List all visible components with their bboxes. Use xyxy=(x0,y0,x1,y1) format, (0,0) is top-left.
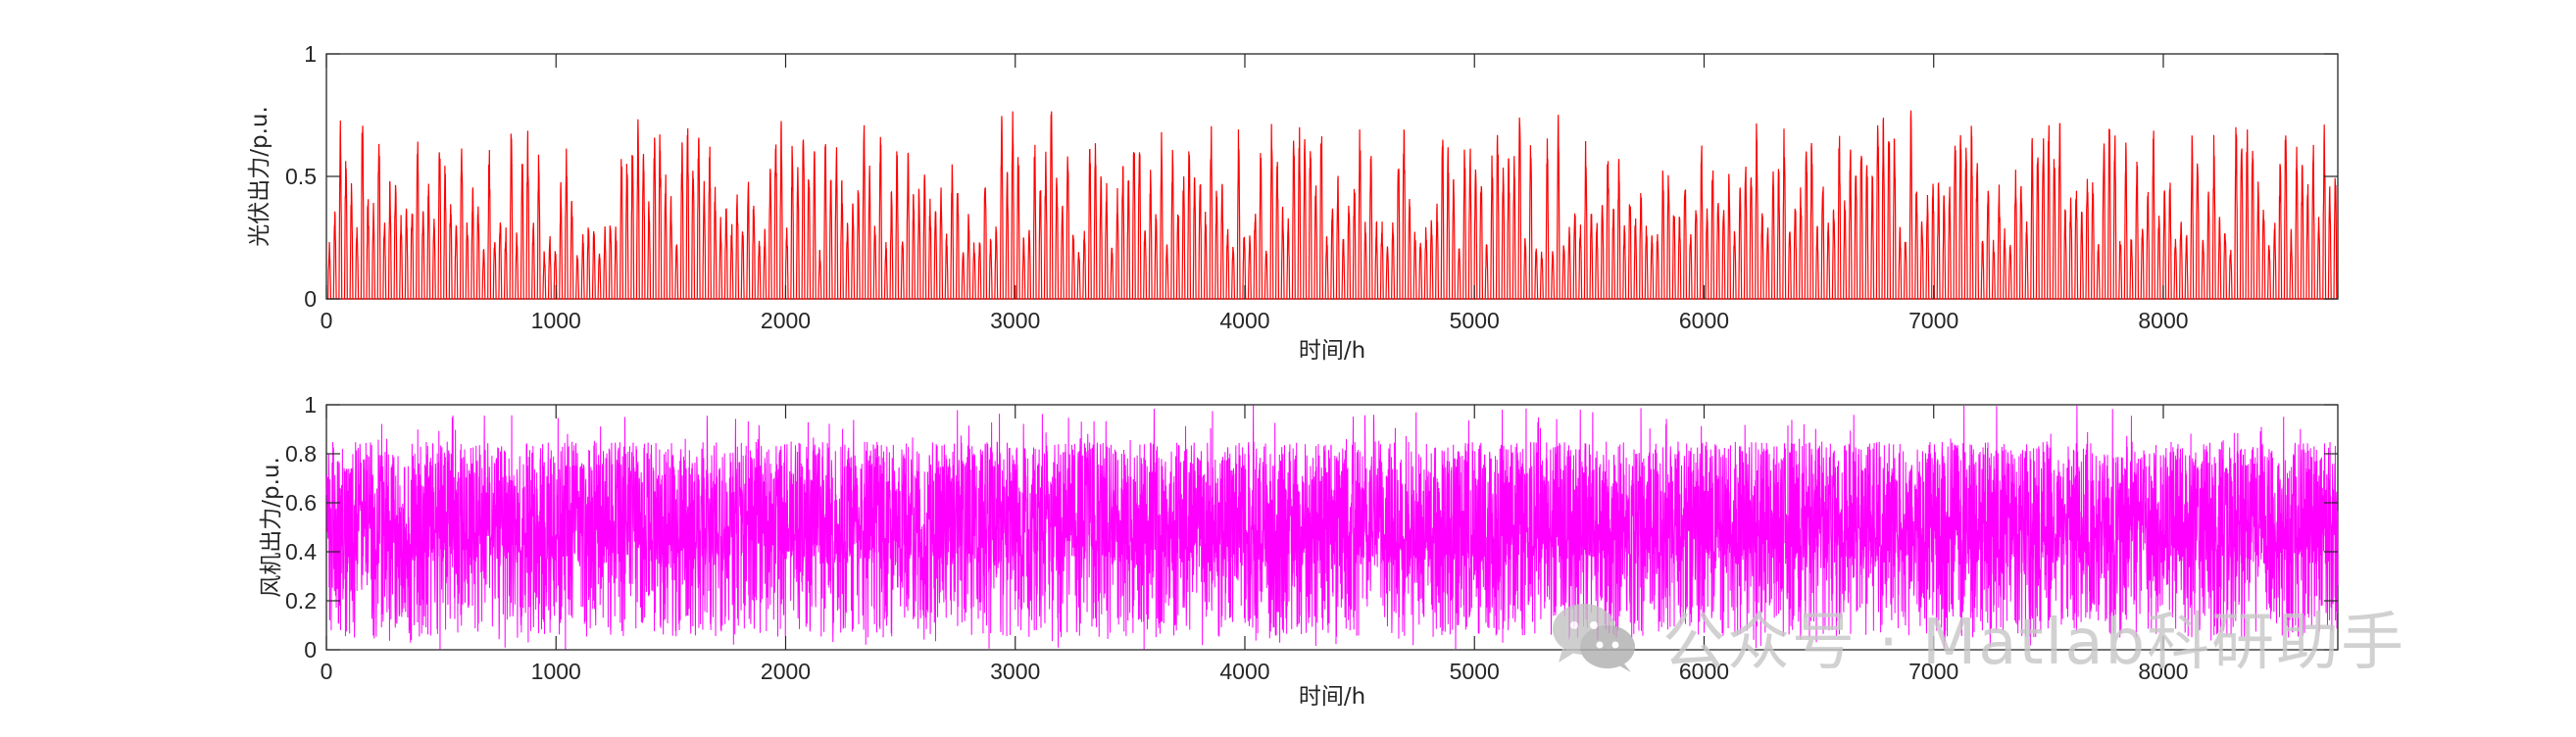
wind-xtick-label: 8000 xyxy=(2138,659,2188,684)
pv-ytick-label: 1 xyxy=(304,41,317,67)
wind-series-line xyxy=(325,405,2339,650)
pv-xtick-label: 0 xyxy=(321,308,333,333)
wechat-icon xyxy=(1549,598,1639,676)
wind-xtick-label: 2000 xyxy=(761,659,811,684)
wind-xtick-label: 6000 xyxy=(1679,659,1729,684)
wind-xtick-label: 3000 xyxy=(990,659,1040,684)
pv-ylabel: 光伏出力/p.u. xyxy=(247,106,272,247)
watermark-text: 公众号 · Matlab科研助手 xyxy=(1662,607,2406,679)
wind-ytick-label: 0.8 xyxy=(285,441,317,467)
pv-xtick-label: 4000 xyxy=(1219,308,1269,333)
pv-ytick-label: 0.5 xyxy=(285,164,317,189)
pv-series-line xyxy=(326,110,2338,300)
pv-ticks: 0 1000 2000 3000 4000 5000 6000 7000 8000 0 0.5 1 xyxy=(285,41,2338,333)
wind-xtick-label: 1000 xyxy=(531,659,581,684)
wind-ylabel: 风机出力/p.u. xyxy=(259,457,284,598)
pv-xtick-label: 1000 xyxy=(531,308,581,333)
wind-ytick-label: 1 xyxy=(304,392,317,418)
pv-xtick-label: 2000 xyxy=(761,308,811,333)
pv-xtick-label: 7000 xyxy=(1908,308,1958,333)
wind-ticks: 0 1000 2000 3000 4000 5000 6000 7000 8000 0 0.2 0.4… xyxy=(285,392,2338,684)
wind-ytick-label: 0 xyxy=(304,637,317,663)
wind-xtick-label: 7000 xyxy=(1908,659,1958,684)
pv-xtick-label: 6000 xyxy=(1679,308,1729,333)
wind-ytick-label: 0.4 xyxy=(285,539,317,565)
pv-ytick-label: 0 xyxy=(304,286,317,312)
pv-xlabel: 时间/h xyxy=(1299,338,1365,364)
wind-xtick-label: 5000 xyxy=(1450,659,1500,684)
wind-ytick-label: 0.6 xyxy=(285,490,317,516)
wind-xtick-label: 0 xyxy=(321,659,333,684)
pv-axes: 0 1000 2000 3000 4000 5000 6000 7000 8000 0 0.5 1 时… xyxy=(247,41,2339,364)
pv-xtick-label: 8000 xyxy=(2138,308,2188,333)
wind-xlabel: 时间/h xyxy=(1299,684,1365,710)
pv-xtick-label: 5000 xyxy=(1450,308,1500,333)
pv-xtick-label: 3000 xyxy=(990,308,1040,333)
wind-ytick-label: 0.2 xyxy=(285,588,317,614)
wind-xtick-label: 4000 xyxy=(1219,659,1269,684)
watermark: 公众号 · Matlab科研助手 xyxy=(1549,593,2405,681)
wind-axes: 0 1000 2000 3000 4000 5000 6000 7000 8000 0 0.2 0.4… xyxy=(259,392,2339,710)
